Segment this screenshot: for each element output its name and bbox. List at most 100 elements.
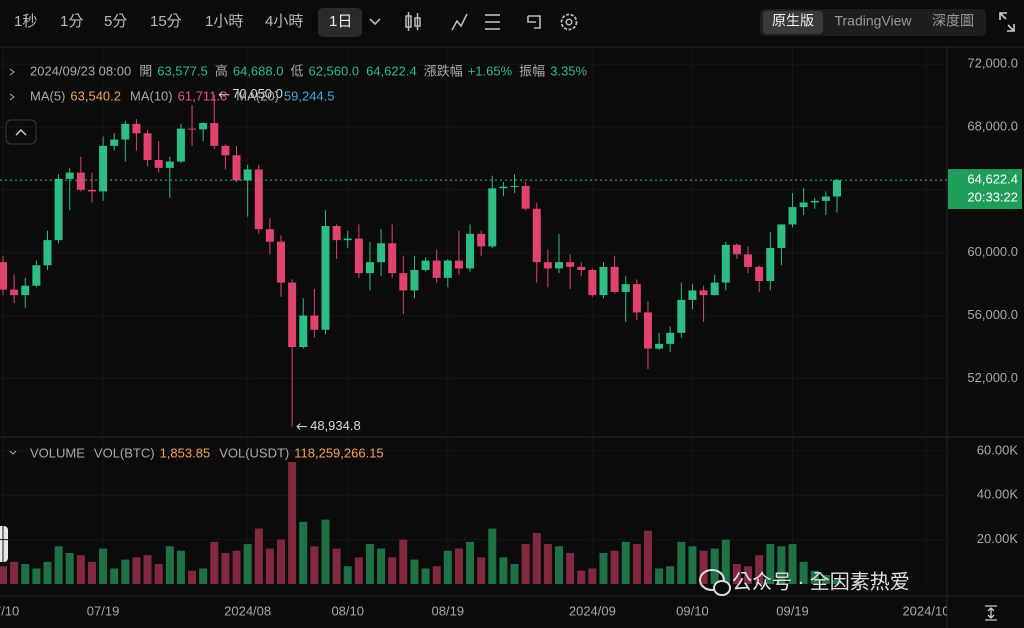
y-tick-label: 72,000.0 xyxy=(967,56,1018,71)
candle-body xyxy=(254,169,263,230)
volume-bar xyxy=(110,568,119,584)
volume-bar xyxy=(143,555,152,584)
volume-bar xyxy=(655,568,664,584)
volume-bar xyxy=(488,528,497,584)
collapse-button[interactable] xyxy=(5,119,37,145)
volume-tick-label: 20.00K xyxy=(977,531,1019,546)
indicator-icon[interactable] xyxy=(451,13,468,31)
candle-body xyxy=(677,299,686,333)
interval-button[interactable]: 1分 xyxy=(60,13,83,30)
candle-body xyxy=(766,248,775,281)
volume-bar xyxy=(677,541,686,584)
volume-bar xyxy=(10,561,19,584)
volume-title: VOLUME xyxy=(30,445,85,460)
volume-bar xyxy=(744,566,753,584)
candle-body xyxy=(143,133,152,160)
candle-body xyxy=(532,208,541,263)
legend-toggle xyxy=(9,68,15,76)
info-value: 64,622.4 xyxy=(366,63,417,78)
candle-type-icon[interactable] xyxy=(405,12,421,31)
interval-button[interactable]: 1小時 xyxy=(205,13,243,30)
y-tick-label: 56,000.0 xyxy=(967,307,1018,322)
replay-icon[interactable] xyxy=(527,15,541,29)
info-label: 振幅 xyxy=(519,63,545,78)
y-tick-label: 60,000.0 xyxy=(967,244,1018,259)
ma-value: 63,540.2 xyxy=(70,88,121,103)
side-tab[interactable] xyxy=(0,526,8,562)
candle-body xyxy=(154,160,163,168)
volume-bar xyxy=(354,557,363,584)
candle-body xyxy=(265,229,274,242)
view-button[interactable]: TradingView xyxy=(834,13,912,29)
annotation-arrow xyxy=(296,423,308,430)
interval-button[interactable]: 5分 xyxy=(104,13,127,30)
x-tick-label: 2024/10 xyxy=(902,603,949,618)
candle-body xyxy=(399,273,408,291)
x-tick-label: 2024/08 xyxy=(224,603,271,618)
gear-icon[interactable] xyxy=(560,13,578,31)
candle-body xyxy=(788,207,797,225)
collapse-chevron xyxy=(15,128,27,136)
candle-body xyxy=(443,260,452,278)
volume-bar xyxy=(799,561,808,584)
view-button-selected[interactable]: 原生版 xyxy=(772,13,814,29)
volume-bar xyxy=(710,548,719,584)
volume-bar xyxy=(755,555,764,584)
volume-bar xyxy=(532,532,541,584)
volume-bar xyxy=(176,550,185,584)
candle-body xyxy=(410,270,419,291)
candle-body xyxy=(343,238,352,241)
candle-body xyxy=(666,332,675,344)
volume-bar xyxy=(821,575,830,584)
candle-body xyxy=(310,315,319,330)
axis-scale-icon[interactable] xyxy=(985,605,997,621)
volume-bar xyxy=(221,552,230,584)
volume-bar xyxy=(766,544,775,584)
volume-bar xyxy=(833,579,841,584)
candle-body xyxy=(821,196,830,201)
volume-bar xyxy=(610,550,619,584)
ma-value: 59,244.5 xyxy=(284,88,335,103)
interval-button[interactable]: 15分 xyxy=(150,13,182,30)
interval-button-selected[interactable]: 1日 xyxy=(329,13,352,30)
candle-body xyxy=(610,266,619,292)
settings-list-icon[interactable] xyxy=(485,14,500,30)
candle-body xyxy=(243,169,252,181)
volume-tick-label: 60.00K xyxy=(977,442,1019,457)
volume-bar xyxy=(399,539,408,584)
candle-body xyxy=(510,185,519,187)
candle-body xyxy=(621,284,630,292)
volume-bar xyxy=(365,544,374,584)
candle-body xyxy=(755,266,764,281)
volume-bar xyxy=(288,461,297,584)
volume-label: VOL(BTC) xyxy=(94,445,155,460)
volume-bar xyxy=(432,566,441,584)
volume-bar xyxy=(566,552,575,584)
candle-body xyxy=(599,266,608,296)
candle-body xyxy=(732,244,741,255)
view-button[interactable]: 深度圖 xyxy=(932,13,974,29)
candle-body xyxy=(377,243,386,263)
volume-tick-label: 40.00K xyxy=(977,487,1019,502)
volume-bar xyxy=(555,546,563,584)
ma-value: 61,711.3 xyxy=(178,88,228,103)
fullscreen-icon[interactable] xyxy=(999,12,1015,32)
dropdown-chevron[interactable] xyxy=(369,18,381,26)
candle-body xyxy=(321,226,330,330)
volume-bar xyxy=(76,555,85,584)
volume-bar xyxy=(721,539,730,584)
ma-name: MA(5) xyxy=(30,88,65,103)
interval-button[interactable]: 1秒 xyxy=(14,13,37,30)
candle-body xyxy=(555,262,563,269)
volume-bar xyxy=(87,561,96,584)
volume-bar xyxy=(521,544,530,584)
candle-body xyxy=(165,161,174,168)
interval-button[interactable]: 4小時 xyxy=(265,13,303,30)
countdown: 20:33:22 xyxy=(967,190,1018,205)
candle-body xyxy=(632,284,641,313)
info-value: 63,577.5 xyxy=(157,63,208,78)
x-tick-label: 09/10 xyxy=(676,603,709,618)
candle-body xyxy=(477,233,486,247)
